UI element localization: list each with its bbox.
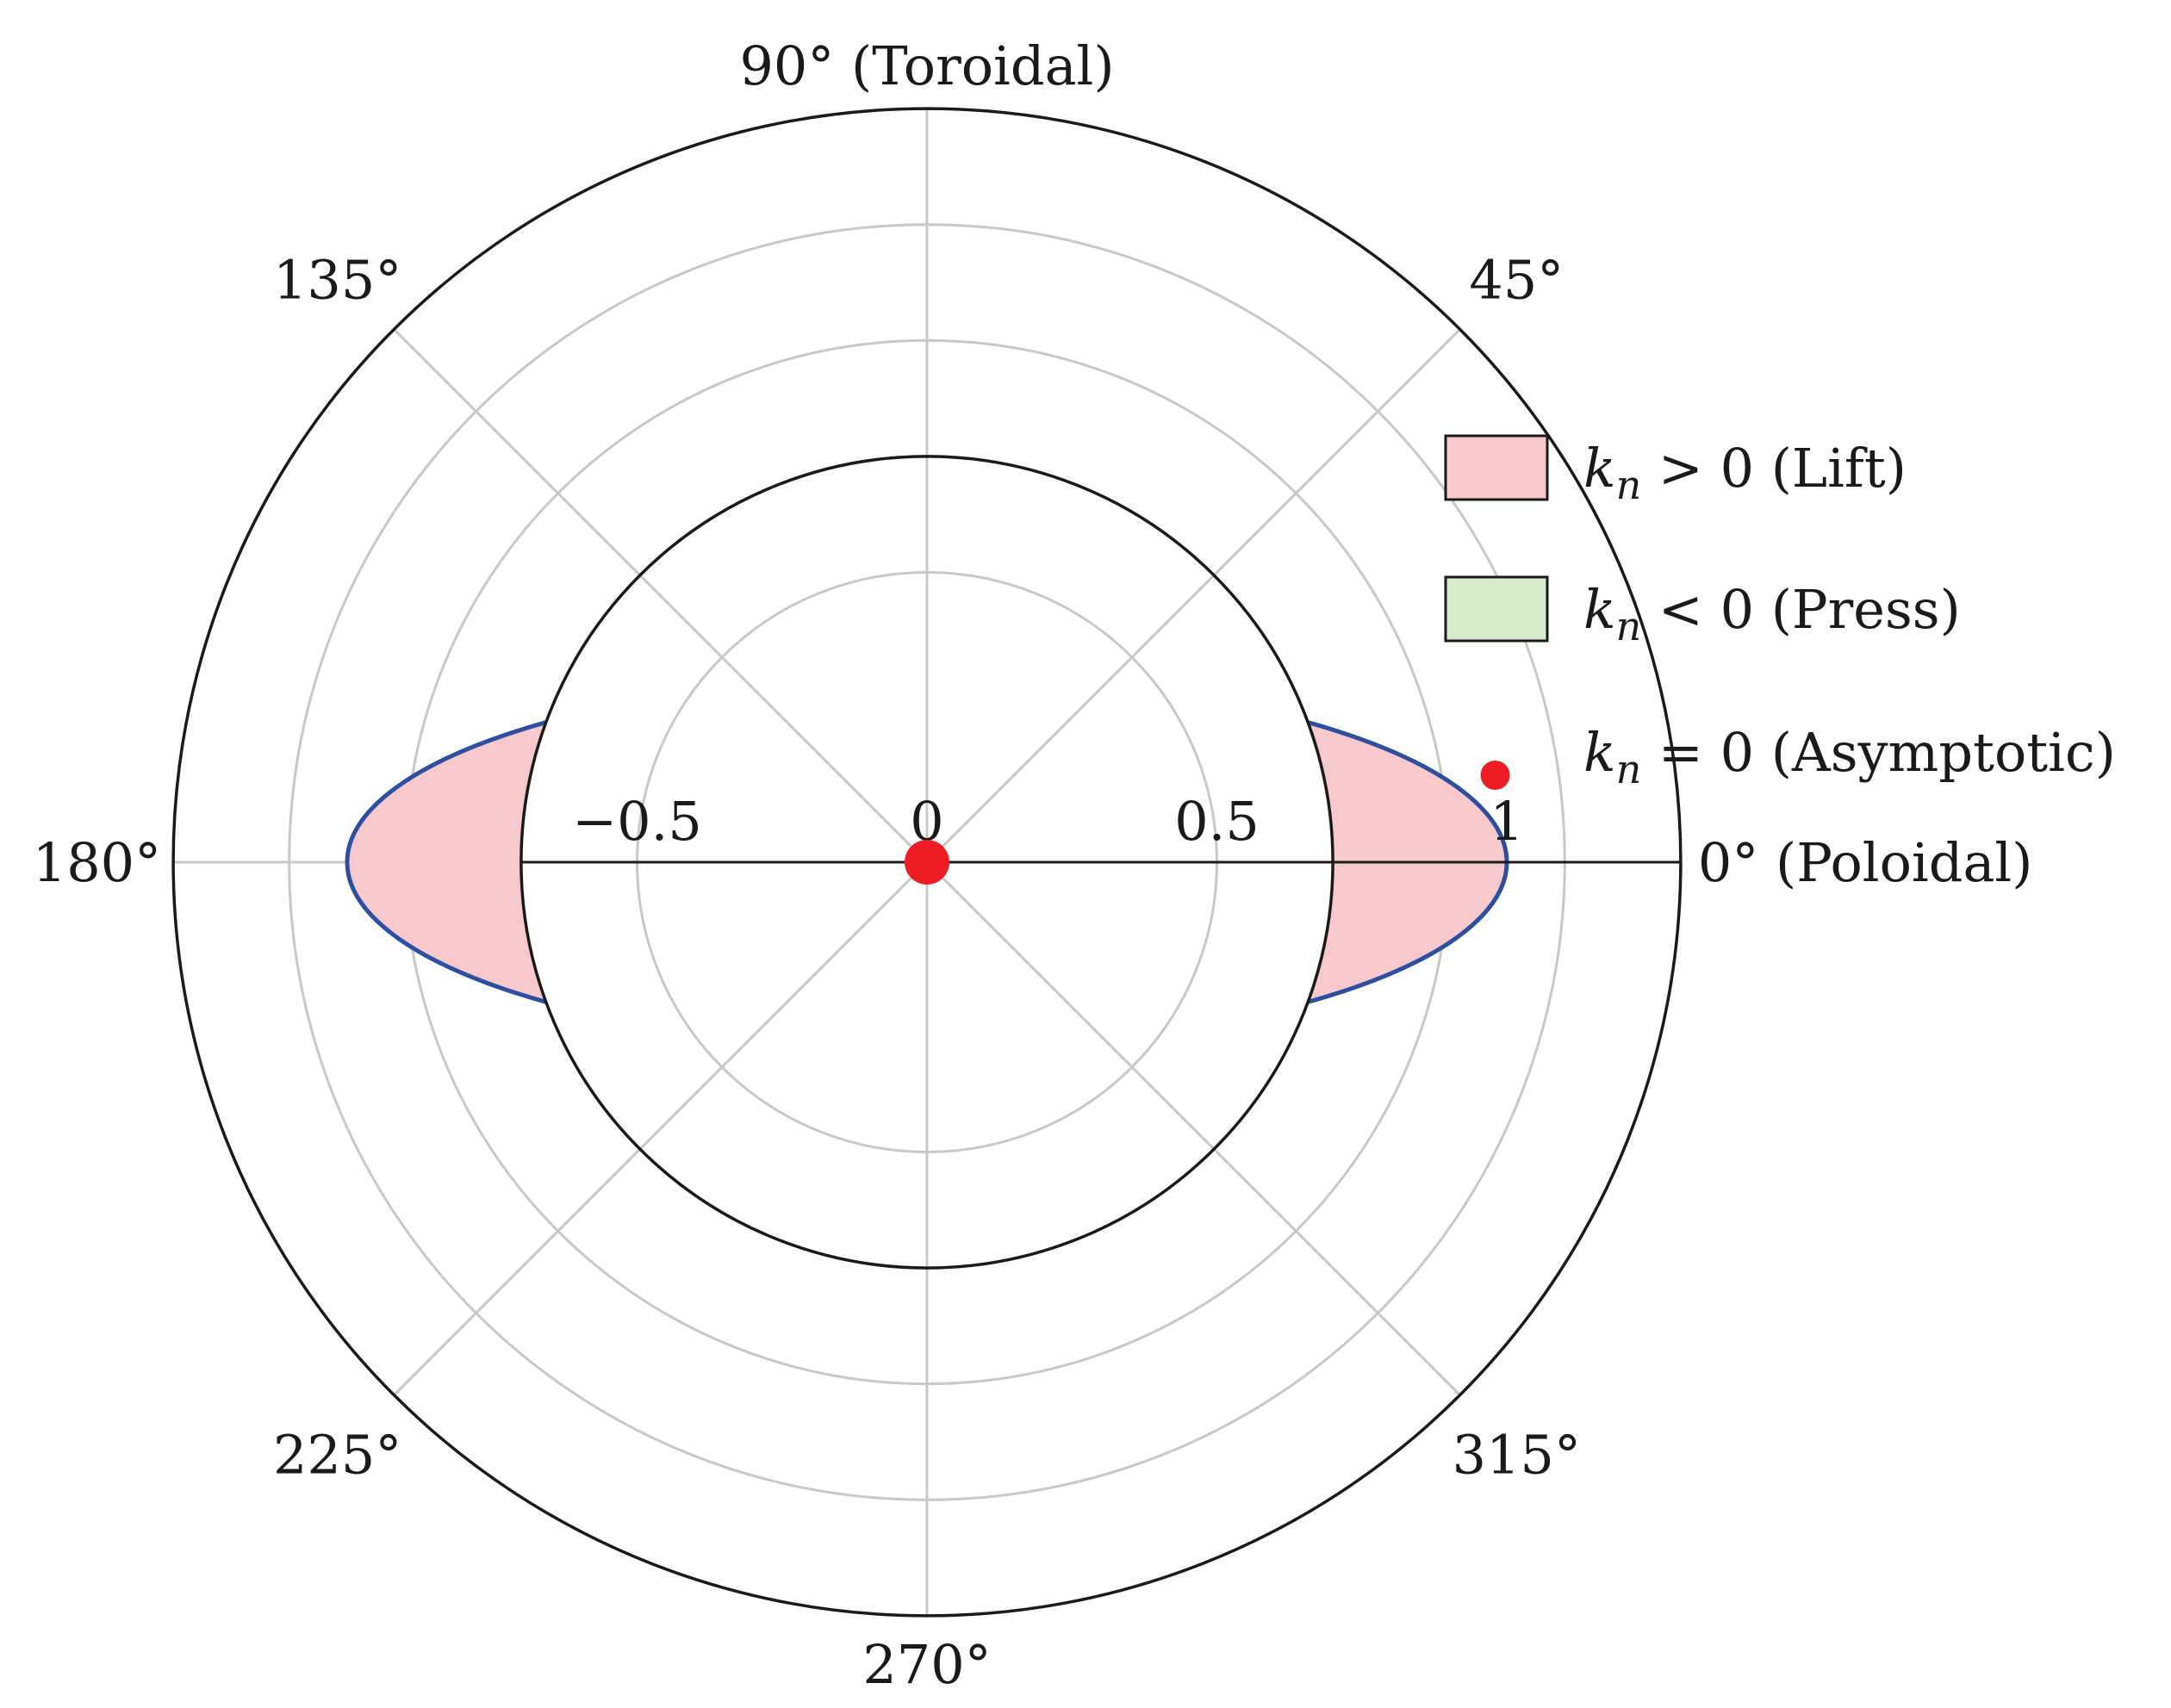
tick-label-1: 1 xyxy=(1490,790,1523,853)
grid-spoke-45 xyxy=(925,328,1461,864)
tick-label-neg0_5: −0.5 xyxy=(572,790,702,853)
grid-spoke-315 xyxy=(925,860,1461,1396)
legend-swatch-press xyxy=(1444,575,1549,643)
asymptotic-point xyxy=(1480,761,1510,791)
legend: kn > 0 (Lift) kn < 0 (Press) kn = 0 (Asymp… xyxy=(1444,434,2116,792)
axis-layer xyxy=(171,107,1683,1618)
angle-label-315: 315° xyxy=(1453,1423,1581,1486)
angle-label-45: 45° xyxy=(1469,249,1564,312)
legend-label-lift: kn > 0 (Lift) xyxy=(1583,437,1907,508)
tick-label-0_5: 0.5 xyxy=(1174,790,1260,853)
grid-spoke-225 xyxy=(393,860,929,1396)
point-layer xyxy=(905,761,1510,885)
legend-label-asym: kn = 0 (Asymptotic) xyxy=(1583,721,2116,792)
angle-label-225: 225° xyxy=(273,1423,401,1486)
angle-label-270: 270° xyxy=(862,1633,991,1696)
angle-label-90: 90° (Toroidal) xyxy=(739,34,1114,97)
center-point xyxy=(905,840,949,885)
label-layer: 0° (Poloidal) 45° 90° (Toroidal) 135° 180° 22… xyxy=(33,34,2033,1696)
grid-spoke-135 xyxy=(393,328,929,864)
legend-label-press: kn < 0 (Press) xyxy=(1583,578,1961,649)
angle-label-135: 135° xyxy=(273,249,401,312)
angle-label-0: 0° (Poloidal) xyxy=(1698,831,2033,894)
angle-label-180: 180° xyxy=(33,831,161,894)
legend-swatch-lift xyxy=(1444,434,1549,501)
